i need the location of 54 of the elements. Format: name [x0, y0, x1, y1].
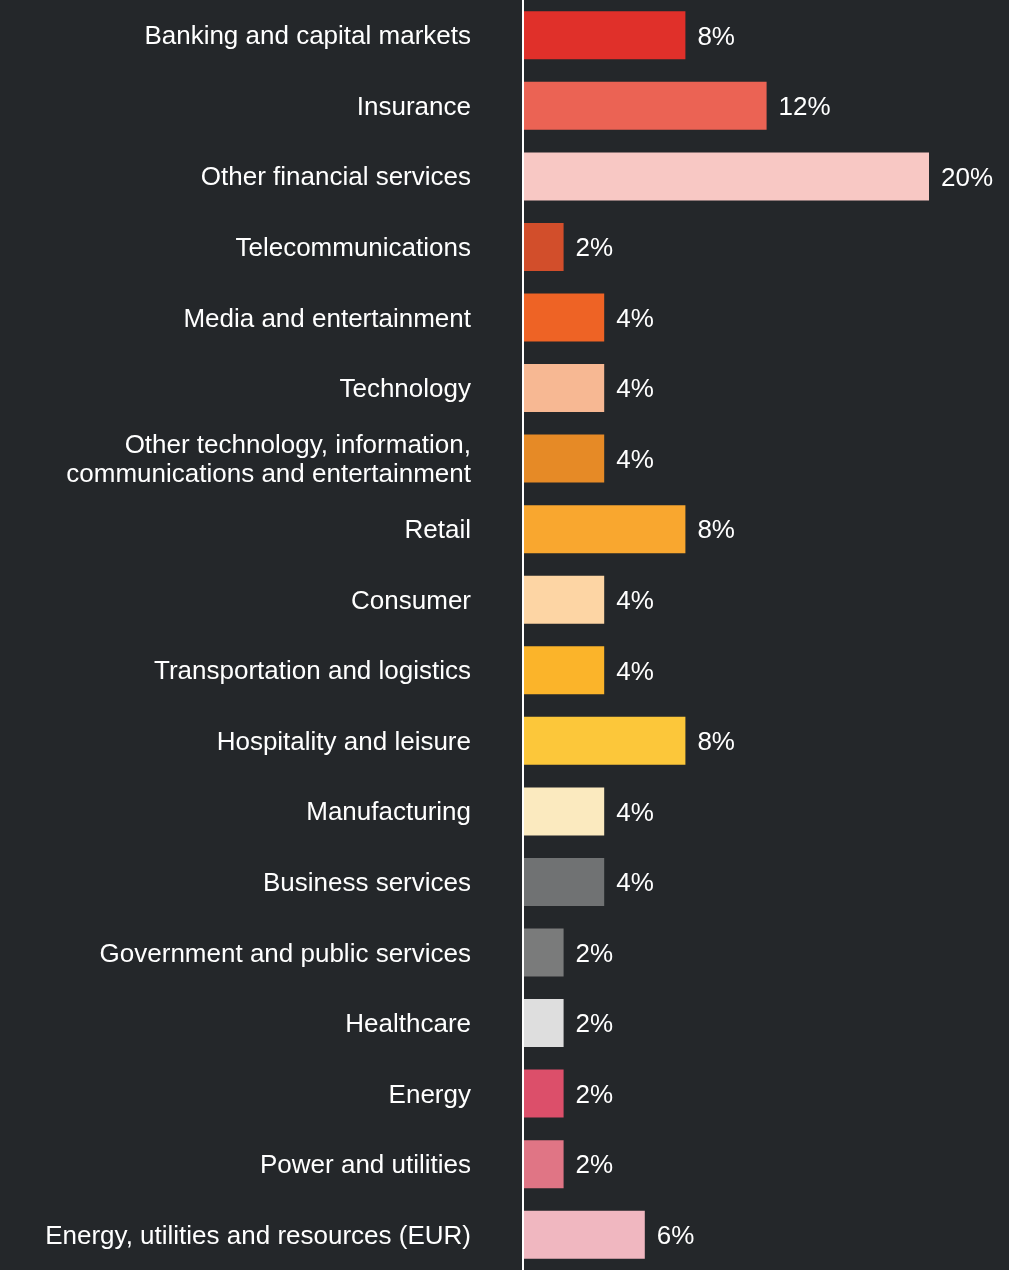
data-label: 4% [616, 867, 654, 898]
bar [523, 999, 564, 1048]
data-label: 2% [575, 1078, 614, 1109]
y-tick-label: Media and entertainment [183, 302, 472, 333]
y-tick-label: Energy, utilities and resources (EUR) [45, 1219, 471, 1250]
bar [523, 11, 686, 60]
bar [523, 293, 605, 342]
bar [523, 505, 686, 554]
data-label: 2% [575, 232, 614, 263]
bar [523, 716, 686, 765]
data-label: 4% [616, 302, 654, 333]
data-label: 8% [697, 20, 735, 51]
bar [523, 787, 605, 836]
bar [523, 857, 605, 906]
data-label: 2% [575, 937, 614, 968]
y-tick-label: Healthcare [345, 1008, 471, 1039]
y-tick-label: Consumer [351, 584, 472, 615]
bar [523, 646, 605, 695]
y-tick-label: Telecommunications [235, 231, 471, 262]
data-label: 4% [616, 373, 654, 404]
bar [523, 928, 564, 977]
bar [523, 364, 605, 413]
y-tick-label: Transportation and logistics [154, 655, 471, 686]
y-tick-label: Business services [262, 866, 471, 897]
y-tick-label: Hospitality and leisure [216, 725, 471, 756]
y-tick-label: Insurance [356, 90, 471, 121]
y-tick-label: Technology [339, 373, 471, 404]
bar [523, 575, 605, 624]
data-label: 8% [697, 726, 735, 757]
data-label: 8% [697, 514, 735, 545]
bar [523, 81, 767, 130]
data-label: 20% [941, 161, 994, 192]
y-tick-label: Retail [404, 514, 471, 545]
bar [523, 152, 929, 201]
y-tick-label: Other financial services [200, 161, 471, 192]
data-label: 2% [575, 1149, 614, 1180]
bar [523, 1140, 564, 1189]
data-label: 6% [656, 1219, 695, 1250]
data-label: 4% [616, 443, 654, 474]
data-label: 2% [575, 1008, 614, 1039]
bar [523, 1069, 564, 1118]
y-tick-label: Energy [388, 1078, 471, 1109]
bar [523, 1210, 645, 1259]
y-tick-label: Other technology, information, communications and entertainment [66, 429, 472, 489]
data-label: 12% [778, 91, 831, 122]
y-tick-label: Government and public services [99, 937, 471, 968]
data-label: 4% [616, 584, 654, 615]
bar [523, 434, 605, 483]
data-label: 4% [616, 655, 654, 686]
y-tick-label: Power and utilities [260, 1149, 471, 1180]
data-label: 4% [616, 796, 654, 827]
y-tick-label: Manufacturing [306, 796, 471, 827]
bar [523, 222, 564, 271]
y-tick-label: Banking and capital markets [144, 20, 471, 51]
